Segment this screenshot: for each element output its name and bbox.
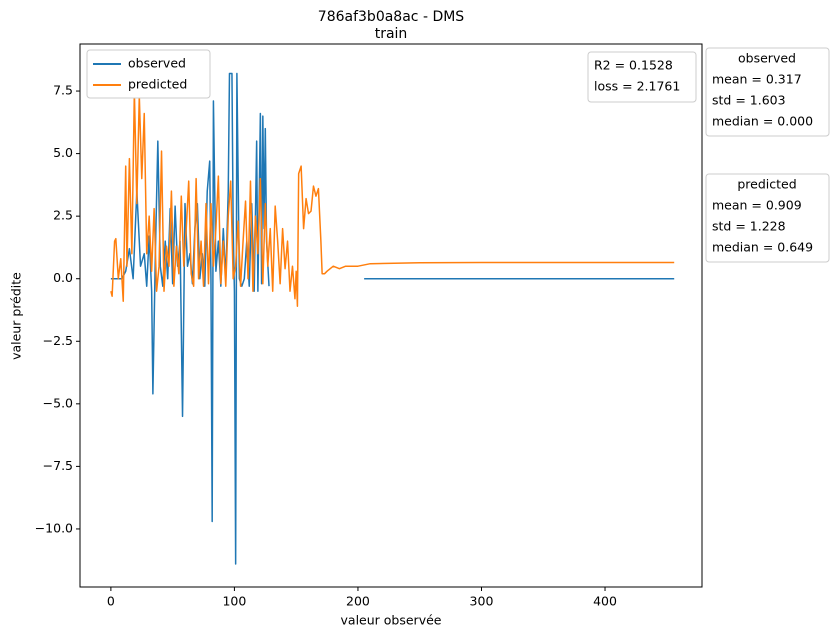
stat-box (705, 173, 830, 263)
y-tick-label: 0.0 (53, 270, 73, 285)
stat-line: median = 0.649 (712, 240, 813, 255)
stat-line: std = 1.603 (712, 93, 786, 108)
y-tick-label: 2.5 (53, 208, 73, 223)
series-line (110, 90, 675, 307)
stat-title: observed (738, 51, 796, 66)
y-tick-label: −7.5 (43, 458, 73, 473)
y-axis-label: valeur prédite (9, 272, 24, 360)
x-tick-label: 0 (107, 594, 115, 609)
x-axis-label: valeur observée (341, 613, 442, 628)
annotation: loss = 2.1761 (594, 79, 680, 94)
x-tick-label: 400 (593, 594, 617, 609)
x-tick-label: 300 (470, 594, 494, 609)
stat-box (705, 47, 830, 137)
legend-label: observed (128, 56, 186, 71)
annotation: R2 = 0.1528 (594, 58, 673, 73)
y-tick-label: −5.0 (43, 395, 73, 410)
x-tick-label: 200 (346, 594, 370, 609)
stat-title: predicted (737, 177, 796, 192)
chart-title: 786af3b0a8ac - DMS (318, 9, 465, 25)
y-tick-label: 7.5 (53, 83, 73, 98)
stat-line: std = 1.228 (712, 219, 786, 234)
annotation-box (587, 51, 697, 103)
y-tick-label: −2.5 (43, 333, 73, 348)
axes-frame (79, 43, 703, 588)
chart-subtitle: train (375, 26, 408, 42)
legend-label: predicted (128, 77, 187, 92)
stat-line: mean = 0.317 (712, 72, 802, 87)
x-tick-label: 100 (222, 594, 246, 609)
stat-line: mean = 0.909 (712, 198, 802, 213)
y-tick-label: −10.0 (35, 520, 73, 535)
series-line (110, 72, 675, 565)
plot-area (110, 72, 675, 565)
y-tick-label: 5.0 (53, 145, 73, 160)
stat-line: median = 0.000 (712, 114, 813, 129)
